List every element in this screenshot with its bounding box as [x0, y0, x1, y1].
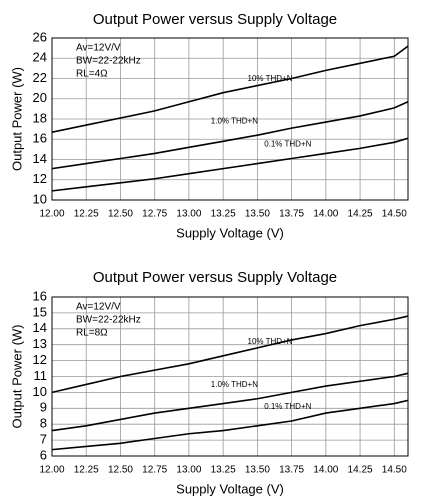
- plot-frame: [51, 37, 409, 201]
- series-label: 1.0% THD+N: [211, 116, 258, 125]
- y-tick-label: 14: [33, 320, 47, 335]
- x-tick-label: 14.50: [382, 465, 407, 476]
- series-label: 0.1% THD+N: [264, 402, 311, 411]
- x-tick-label: 14.50: [382, 209, 407, 220]
- y-tick-label: 9: [40, 400, 47, 415]
- x-tick-label: 12.00: [39, 209, 64, 220]
- y-tick-label: 12: [33, 171, 47, 186]
- series-line: [51, 372, 409, 432]
- y-tick-label: 15: [33, 304, 47, 319]
- x-axis-label: Supply Voltage (V): [176, 481, 284, 496]
- x-tick-label: 12.75: [142, 465, 167, 476]
- y-tick-label: 16: [33, 288, 47, 303]
- series-label: 10% THD+N: [248, 337, 293, 346]
- x-tick-label: 14.00: [313, 209, 338, 220]
- x-tick-label: 12.25: [74, 209, 99, 220]
- series-line: [51, 137, 409, 192]
- series-line: [51, 399, 409, 451]
- x-tick-label: 12.25: [74, 465, 99, 476]
- chart-title: Output Power versus Supply Voltage: [93, 11, 337, 28]
- x-tick-label: 13.00: [176, 465, 201, 476]
- y-axis-label: Output Power (W): [9, 324, 24, 428]
- x-tick-label: 12.75: [142, 209, 167, 220]
- x-tick-label: 13.25: [211, 209, 236, 220]
- y-tick-label: 7: [40, 432, 47, 447]
- y-tick-label: 13: [33, 336, 47, 351]
- y-tick-label: 24: [33, 50, 47, 65]
- y-tick-label: 12: [33, 352, 47, 367]
- x-axis-label: Supply Voltage (V): [176, 225, 284, 240]
- annotation: Av=12V/V: [76, 302, 121, 313]
- annotation: Av=12V/V: [76, 43, 121, 54]
- y-tick-label: 22: [33, 70, 47, 85]
- y-axis-label: Output Power (W): [9, 67, 24, 171]
- annotation: RL=8Ω: [76, 328, 108, 339]
- x-tick-label: 13.75: [279, 465, 304, 476]
- x-tick-label: 14.25: [348, 209, 373, 220]
- series-label: 1.0% THD+N: [211, 380, 258, 389]
- series-line: [51, 45, 409, 133]
- x-tick-label: 12.50: [108, 209, 133, 220]
- y-tick-label: 18: [33, 110, 47, 125]
- x-tick-label: 13.50: [245, 209, 270, 220]
- y-tick-label: 14: [33, 151, 47, 166]
- y-tick-label: 26: [33, 29, 47, 44]
- x-tick-label: 13.50: [245, 465, 270, 476]
- x-tick-label: 13.25: [211, 465, 236, 476]
- plot-frame: [51, 296, 409, 457]
- annotation: BW=22-22kHz: [76, 56, 141, 67]
- series-line: [51, 315, 409, 394]
- series-label: 0.1% THD+N: [264, 140, 311, 149]
- x-tick-label: 13.75: [279, 209, 304, 220]
- y-tick-label: 11: [34, 368, 48, 383]
- y-tick-label: 20: [33, 90, 47, 105]
- y-tick-label: 6: [40, 447, 47, 462]
- annotation: RL=4Ω: [76, 69, 108, 80]
- y-tick-label: 8: [40, 416, 47, 431]
- y-tick-label: 10: [33, 191, 47, 206]
- x-tick-label: 13.00: [176, 209, 201, 220]
- chart-title: Output Power versus Supply Voltage: [93, 269, 337, 286]
- x-tick-label: 14.25: [348, 465, 373, 476]
- y-tick-label: 10: [33, 384, 47, 399]
- x-tick-label: 12.50: [108, 465, 133, 476]
- x-tick-label: 14.00: [313, 465, 338, 476]
- series-label: 10% THD+N: [248, 74, 293, 83]
- y-tick-label: 16: [33, 131, 47, 146]
- x-tick-label: 12.00: [39, 465, 64, 476]
- annotation: BW=22-22kHz: [76, 315, 141, 326]
- series-line: [51, 101, 409, 170]
